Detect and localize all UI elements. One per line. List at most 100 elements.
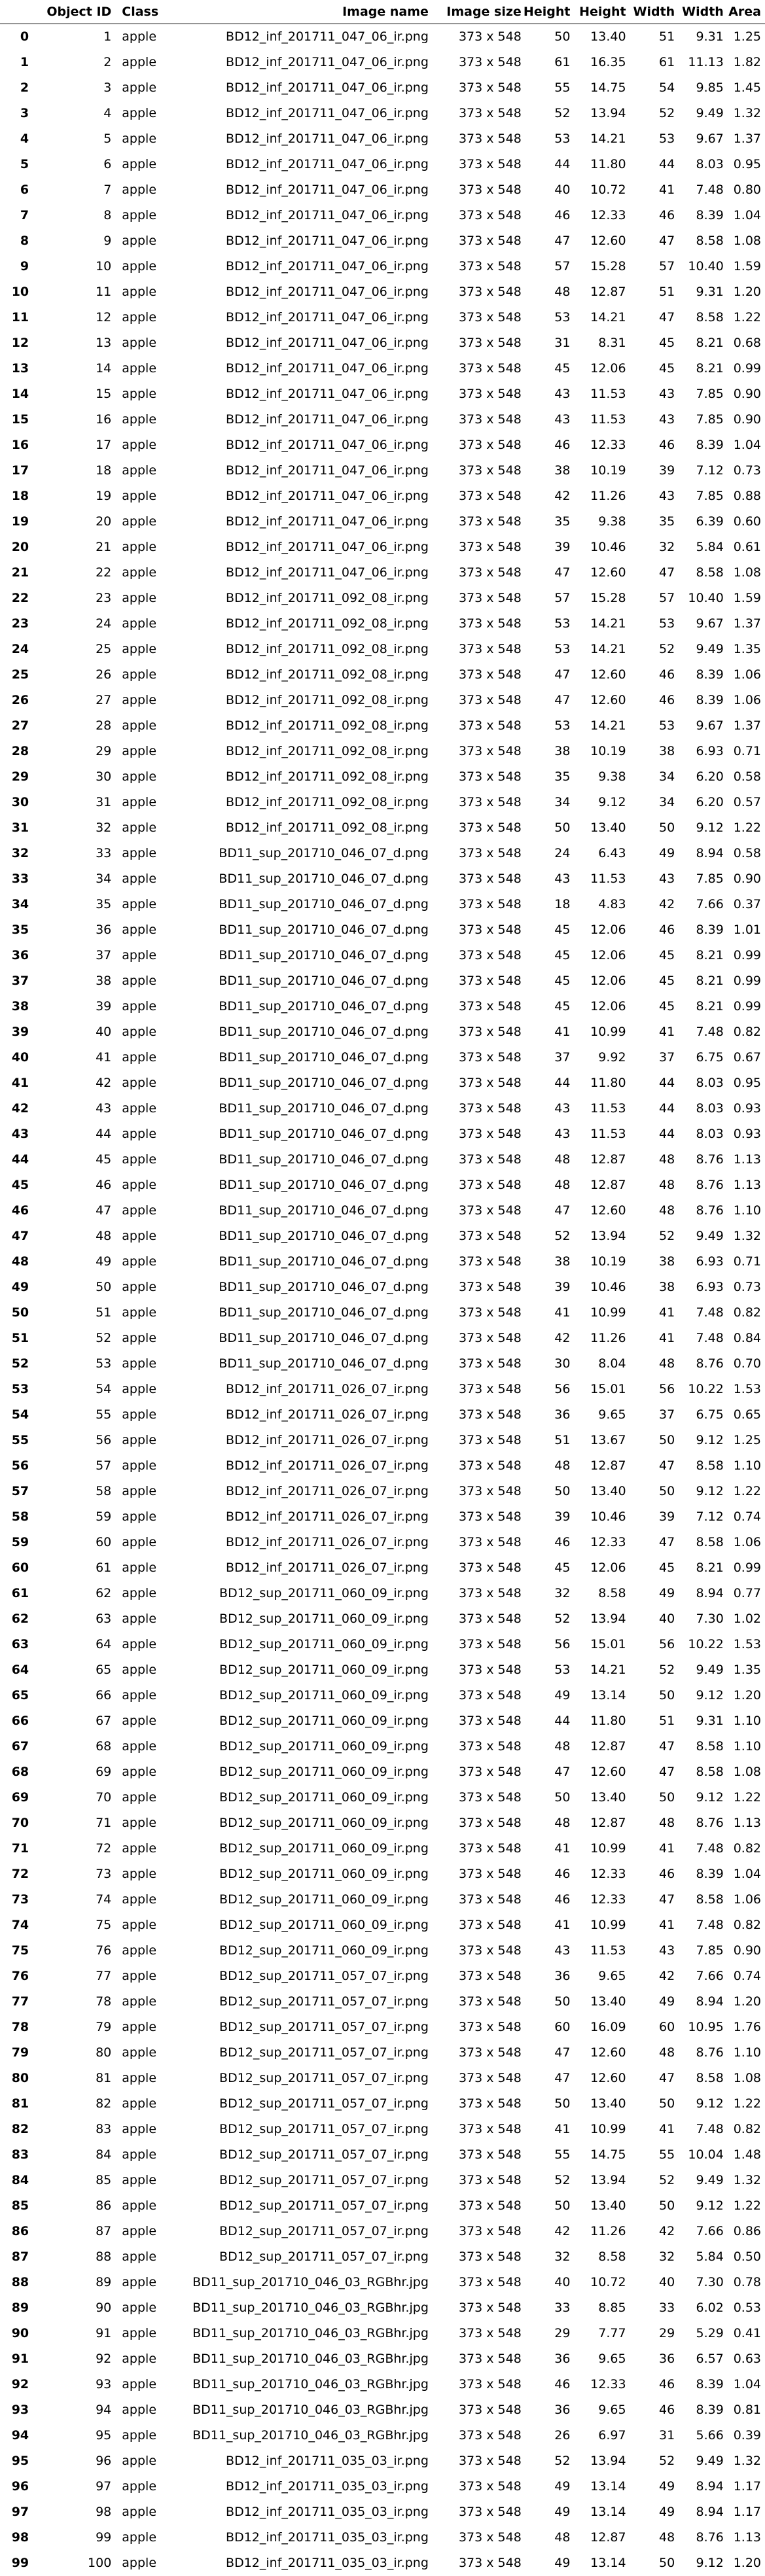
- class-cell: apple: [111, 1070, 173, 1096]
- row-index: 35: [0, 917, 29, 943]
- class-cell: apple: [111, 1249, 173, 1275]
- image-size-cell: 373 x 548: [429, 1785, 522, 1810]
- width-px-cell: 46: [626, 2397, 675, 2423]
- width-px-cell: 41: [626, 177, 675, 203]
- class-cell: apple: [111, 2372, 173, 2397]
- width-mm-cell: 7.12: [675, 458, 724, 484]
- area-cell: 0.99: [724, 968, 765, 994]
- class-cell: apple: [111, 1555, 173, 1581]
- class-cell: apple: [111, 2117, 173, 2142]
- row-index: 4: [0, 126, 29, 152]
- object-id-cell: 37: [29, 943, 111, 968]
- width-mm-cell: 11.13: [675, 50, 724, 75]
- image-name-cell: BD11_sup_201710_046_07_d.png: [173, 1275, 429, 1300]
- width-mm-cell: 7.85: [675, 407, 724, 432]
- height-px-cell: 41: [522, 1300, 571, 1326]
- image-name-cell: BD11_sup_201710_046_07_d.png: [173, 1249, 429, 1275]
- height-px-cell: 35: [522, 764, 571, 790]
- height-px-cell: 48: [522, 1453, 571, 1479]
- image-name-cell: BD12_sup_201711_060_09_ir.png: [173, 1734, 429, 1759]
- object-id-cell: 97: [29, 2474, 111, 2499]
- class-cell: apple: [111, 1428, 173, 1453]
- width-px-cell: 50: [626, 1683, 675, 1708]
- area-cell: 1.13: [724, 1173, 765, 1198]
- width-px-cell: 48: [626, 1810, 675, 1836]
- image-size-cell: 373 x 548: [429, 1913, 522, 1938]
- area-cell: 0.73: [724, 458, 765, 484]
- height-px-cell: 50: [522, 1989, 571, 2015]
- row-index: 79: [0, 2040, 29, 2066]
- row-index: 39: [0, 1019, 29, 1045]
- height-px-cell: 41: [522, 1019, 571, 1045]
- image-size-cell: 373 x 548: [429, 2193, 522, 2219]
- header-height-mm: Height: [570, 0, 626, 24]
- image-size-cell: 373 x 548: [429, 943, 522, 968]
- row-index: 46: [0, 1198, 29, 1224]
- width-px-cell: 48: [626, 2040, 675, 2066]
- row-index: 15: [0, 407, 29, 432]
- row-index: 71: [0, 1836, 29, 1861]
- image-name-cell: BD12_sup_201711_057_07_ir.png: [173, 2040, 429, 2066]
- image-name-cell: BD12_sup_201711_060_09_ir.png: [173, 1913, 429, 1938]
- height-mm-cell: 13.14: [570, 2550, 626, 2576]
- object-id-cell: 20: [29, 509, 111, 535]
- width-px-cell: 46: [626, 432, 675, 458]
- row-index: 2: [0, 75, 29, 101]
- height-mm-cell: 8.58: [570, 1581, 626, 1606]
- class-cell: apple: [111, 560, 173, 586]
- width-px-cell: 40: [626, 1606, 675, 1632]
- row-index: 75: [0, 1938, 29, 1964]
- width-px-cell: 48: [626, 2525, 675, 2550]
- width-mm-cell: 8.94: [675, 2499, 724, 2525]
- width-px-cell: 50: [626, 815, 675, 841]
- image-name-cell: BD11_sup_201710_046_07_d.png: [173, 892, 429, 917]
- image-name-cell: BD12_sup_201711_060_09_ir.png: [173, 1632, 429, 1657]
- object-id-cell: 67: [29, 1708, 111, 1734]
- class-cell: apple: [111, 254, 173, 279]
- area-cell: 1.04: [724, 2372, 765, 2397]
- object-id-cell: 12: [29, 305, 111, 330]
- height-mm-cell: 11.26: [570, 1326, 626, 1351]
- width-px-cell: 47: [626, 305, 675, 330]
- object-id-cell: 3: [29, 75, 111, 101]
- image-name-cell: BD12_inf_201711_092_08_ir.png: [173, 713, 429, 739]
- width-px-cell: 52: [626, 101, 675, 126]
- image-name-cell: BD11_sup_201710_046_07_d.png: [173, 1096, 429, 1121]
- image-size-cell: 373 x 548: [429, 101, 522, 126]
- class-cell: apple: [111, 203, 173, 228]
- image-name-cell: BD12_sup_201711_060_09_ir.png: [173, 1836, 429, 1861]
- row-index: 55: [0, 1428, 29, 1453]
- height-mm-cell: 12.06: [570, 356, 626, 381]
- class-cell: apple: [111, 968, 173, 994]
- area-cell: 1.25: [724, 1428, 765, 1453]
- image-name-cell: BD12_inf_201711_026_07_ir.png: [173, 1453, 429, 1479]
- image-size-cell: 373 x 548: [429, 1581, 522, 1606]
- width-mm-cell: 8.58: [675, 560, 724, 586]
- area-cell: 1.35: [724, 637, 765, 662]
- object-id-cell: 30: [29, 764, 111, 790]
- height-px-cell: 53: [522, 305, 571, 330]
- object-id-cell: 59: [29, 1504, 111, 1530]
- row-index: 16: [0, 432, 29, 458]
- class-cell: apple: [111, 177, 173, 203]
- height-px-cell: 49: [522, 1683, 571, 1708]
- height-px-cell: 40: [522, 177, 571, 203]
- width-mm-cell: 6.20: [675, 764, 724, 790]
- width-mm-cell: 9.12: [675, 2550, 724, 2576]
- class-cell: apple: [111, 356, 173, 381]
- class-cell: apple: [111, 1989, 173, 2015]
- height-px-cell: 43: [522, 1096, 571, 1121]
- object-id-cell: 58: [29, 1479, 111, 1504]
- class-cell: apple: [111, 2168, 173, 2193]
- width-mm-cell: 10.22: [675, 1377, 724, 1402]
- area-cell: 1.32: [724, 101, 765, 126]
- image-name-cell: BD12_inf_201711_047_06_ir.png: [173, 356, 429, 381]
